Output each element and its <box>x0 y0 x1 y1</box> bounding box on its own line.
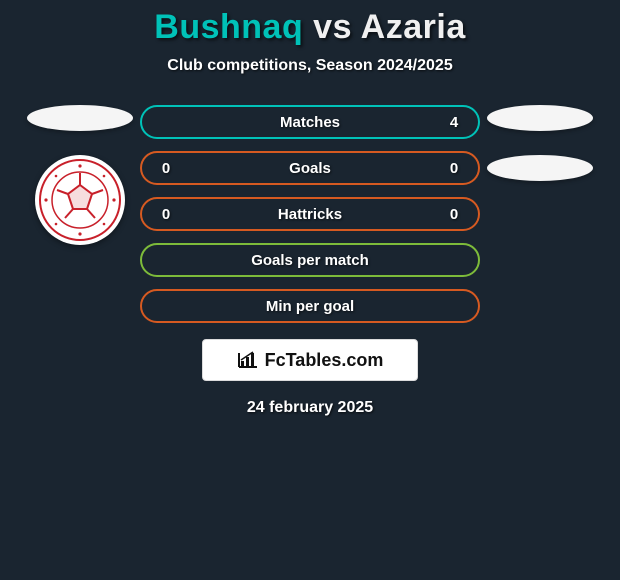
title-player-right: vs Azaria <box>313 8 466 46</box>
stat-left-value: 0 <box>156 206 176 223</box>
stat-row-mpg: Min per goal <box>140 289 480 323</box>
stat-right-value: 4 <box>444 114 464 131</box>
club-crest-icon <box>39 159 121 241</box>
left-column <box>20 105 140 245</box>
content-row: Matches 4 0 Goals 0 0 Hattricks 0 Goals … <box>0 105 620 323</box>
stat-label: Min per goal <box>176 298 444 315</box>
subtitle: Club competitions, Season 2024/2025 <box>167 57 452 75</box>
title-player-left: Bushnaq <box>154 8 313 46</box>
left-club-badge <box>35 155 125 245</box>
left-pill <box>27 105 133 131</box>
page-title: Bushnaq vs Azaria <box>154 8 465 47</box>
stat-row-hattricks: 0 Hattricks 0 <box>140 197 480 231</box>
stat-right-value: 0 <box>444 206 464 223</box>
stat-right-value: 0 <box>444 160 464 177</box>
chart-icon <box>237 351 259 369</box>
stat-left-value: 0 <box>156 160 176 177</box>
stat-label: Matches <box>176 114 444 131</box>
stat-row-goals: 0 Goals 0 <box>140 151 480 185</box>
right-pill-2 <box>487 155 593 181</box>
stats-table: Matches 4 0 Goals 0 0 Hattricks 0 Goals … <box>140 105 480 323</box>
stat-label: Hattricks <box>176 206 444 223</box>
right-column <box>480 105 600 181</box>
stat-label: Goals <box>176 160 444 177</box>
stat-row-gpm: Goals per match <box>140 243 480 277</box>
fctables-text: FcTables.com <box>265 350 384 371</box>
comparison-card: Bushnaq vs Azaria Club competitions, Sea… <box>0 0 620 417</box>
stat-row-matches: Matches 4 <box>140 105 480 139</box>
stat-label: Goals per match <box>176 252 444 269</box>
fctables-badge[interactable]: FcTables.com <box>202 339 418 381</box>
right-pill-1 <box>487 105 593 131</box>
date-text: 24 february 2025 <box>247 399 373 417</box>
